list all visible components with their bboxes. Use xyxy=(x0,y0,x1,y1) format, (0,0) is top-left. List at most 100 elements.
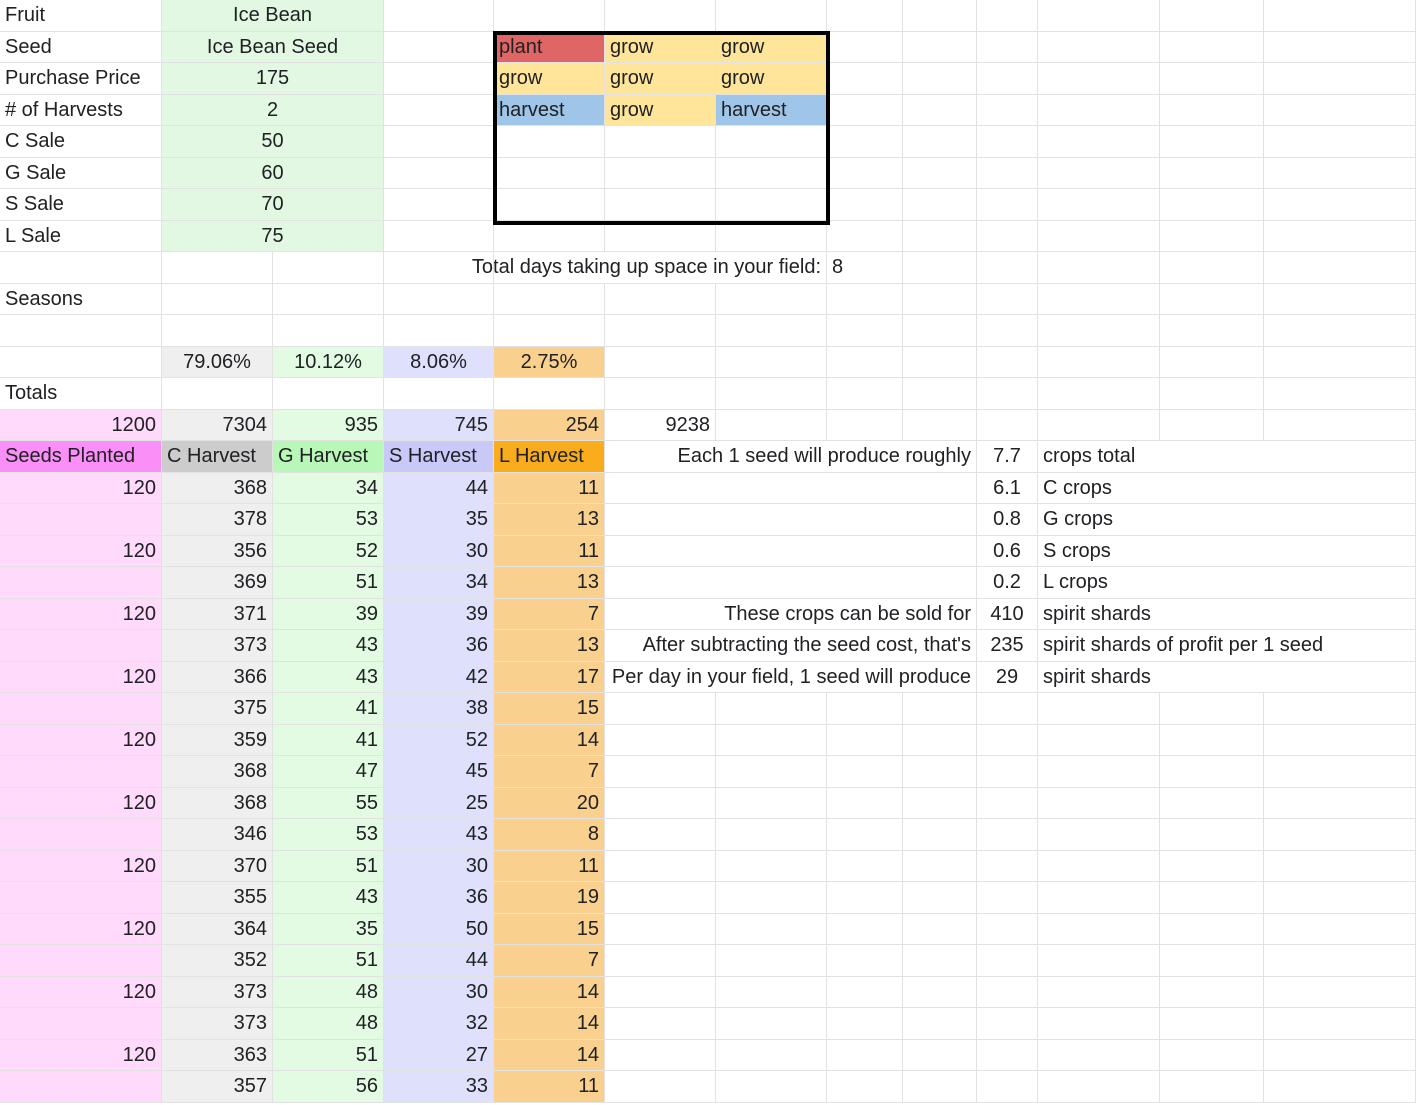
plan-empty-cell[interactable] xyxy=(494,189,605,221)
empty-cell[interactable] xyxy=(977,315,1038,347)
empty-cell[interactable] xyxy=(0,347,162,378)
empty-cell[interactable] xyxy=(977,32,1038,63)
info-label[interactable]: L Sale xyxy=(0,221,162,252)
empty-cell[interactable] xyxy=(1160,851,1264,882)
empty-cell[interactable] xyxy=(716,945,827,977)
empty-cell[interactable] xyxy=(1038,126,1160,158)
plan-empty-cell[interactable] xyxy=(494,158,605,189)
empty-cell[interactable] xyxy=(1038,284,1160,315)
empty-cell[interactable] xyxy=(827,851,903,882)
empty-cell[interactable] xyxy=(605,882,716,914)
summary-value[interactable]: 0.8 xyxy=(977,504,1038,536)
harvest-cell[interactable]: 30 xyxy=(384,536,494,567)
empty-cell[interactable] xyxy=(716,1071,827,1103)
harvest-cell[interactable] xyxy=(0,567,162,599)
empty-cell[interactable] xyxy=(384,63,494,95)
empty-cell[interactable] xyxy=(1264,1040,1416,1071)
harvest-cell[interactable]: 48 xyxy=(273,977,384,1008)
empty-cell[interactable] xyxy=(1160,284,1264,315)
harvest-cell[interactable] xyxy=(0,693,162,725)
empty-cell[interactable] xyxy=(1038,315,1160,347)
empty-cell[interactable] xyxy=(605,347,716,378)
harvest-cell[interactable]: 13 xyxy=(494,567,605,599)
empty-cell[interactable] xyxy=(384,126,494,158)
plan-cell-grow[interactable]: grow xyxy=(494,63,605,95)
harvest-cell[interactable]: 43 xyxy=(273,630,384,662)
empty-cell[interactable] xyxy=(1264,851,1416,882)
empty-cell[interactable] xyxy=(1038,158,1160,189)
harvest-cell[interactable] xyxy=(0,756,162,788)
harvest-cell[interactable]: 369 xyxy=(162,567,273,599)
summary-unit[interactable]: crops total xyxy=(1038,441,1416,473)
harvest-cell[interactable] xyxy=(0,630,162,662)
summary-label[interactable] xyxy=(605,536,977,567)
harvest-cell[interactable]: 8 xyxy=(494,819,605,851)
empty-cell[interactable] xyxy=(903,756,977,788)
empty-cell[interactable] xyxy=(827,410,903,441)
empty-cell[interactable] xyxy=(977,95,1038,126)
plan-empty-cell[interactable] xyxy=(494,126,605,158)
empty-cell[interactable] xyxy=(605,914,716,945)
empty-cell[interactable] xyxy=(716,410,827,441)
empty-cell[interactable] xyxy=(1264,977,1416,1008)
harvest-cell[interactable]: 15 xyxy=(494,914,605,945)
harvest-cell[interactable]: 14 xyxy=(494,977,605,1008)
empty-cell[interactable] xyxy=(977,347,1038,378)
empty-cell[interactable] xyxy=(977,189,1038,221)
empty-cell[interactable] xyxy=(716,347,827,378)
harvest-cell[interactable]: 7 xyxy=(494,756,605,788)
harvest-cell[interactable]: 357 xyxy=(162,1071,273,1103)
harvest-cell[interactable] xyxy=(0,945,162,977)
harvest-cell[interactable]: 36 xyxy=(384,882,494,914)
empty-cell[interactable] xyxy=(1038,1008,1160,1040)
info-value[interactable]: 175 xyxy=(162,63,384,95)
empty-cell[interactable] xyxy=(977,945,1038,977)
empty-cell[interactable] xyxy=(827,378,903,410)
empty-cell[interactable] xyxy=(1264,819,1416,851)
harvest-cell[interactable]: 47 xyxy=(273,756,384,788)
empty-cell[interactable] xyxy=(977,914,1038,945)
harvest-cell[interactable]: 11 xyxy=(494,473,605,504)
empty-cell[interactable] xyxy=(827,693,903,725)
empty-cell[interactable] xyxy=(716,693,827,725)
empty-cell[interactable] xyxy=(605,788,716,819)
empty-cell[interactable] xyxy=(1264,158,1416,189)
info-label[interactable]: Fruit xyxy=(0,0,162,32)
empty-cell[interactable] xyxy=(1264,315,1416,347)
column-header[interactable]: S Harvest xyxy=(384,441,494,473)
plan-cell-plant[interactable]: plant xyxy=(494,32,605,63)
empty-cell[interactable] xyxy=(1160,819,1264,851)
empty-cell[interactable] xyxy=(903,0,977,32)
empty-cell[interactable] xyxy=(605,378,716,410)
empty-cell[interactable] xyxy=(716,221,827,252)
harvest-cell[interactable]: 120 xyxy=(0,788,162,819)
harvest-cell[interactable]: 41 xyxy=(273,725,384,756)
empty-cell[interactable] xyxy=(605,819,716,851)
empty-cell[interactable] xyxy=(605,1008,716,1040)
info-value[interactable]: 75 xyxy=(162,221,384,252)
field-days-label[interactable]: Total days taking up space in your field… xyxy=(472,252,827,284)
empty-cell[interactable] xyxy=(716,0,827,32)
harvest-cell[interactable]: 370 xyxy=(162,851,273,882)
empty-cell[interactable] xyxy=(827,0,903,32)
empty-cell[interactable] xyxy=(1264,347,1416,378)
harvest-cell[interactable]: 14 xyxy=(494,1008,605,1040)
column-total[interactable]: 935 xyxy=(273,410,384,441)
harvest-cell[interactable]: 20 xyxy=(494,788,605,819)
empty-cell[interactable] xyxy=(1038,819,1160,851)
empty-cell[interactable] xyxy=(827,945,903,977)
harvest-cell[interactable]: 53 xyxy=(273,504,384,536)
empty-cell[interactable] xyxy=(1038,410,1160,441)
empty-cell[interactable] xyxy=(494,0,605,32)
summary-unit[interactable]: G crops xyxy=(1038,504,1416,536)
empty-cell[interactable] xyxy=(903,1008,977,1040)
plan-cell-grow[interactable]: grow xyxy=(605,95,716,126)
empty-cell[interactable] xyxy=(977,1071,1038,1103)
empty-cell[interactable] xyxy=(977,221,1038,252)
harvest-cell[interactable]: 373 xyxy=(162,977,273,1008)
summary-label[interactable] xyxy=(605,473,977,504)
empty-cell[interactable] xyxy=(1038,32,1160,63)
harvest-cell[interactable]: 50 xyxy=(384,914,494,945)
summary-label[interactable] xyxy=(605,567,977,599)
empty-cell[interactable] xyxy=(494,378,605,410)
